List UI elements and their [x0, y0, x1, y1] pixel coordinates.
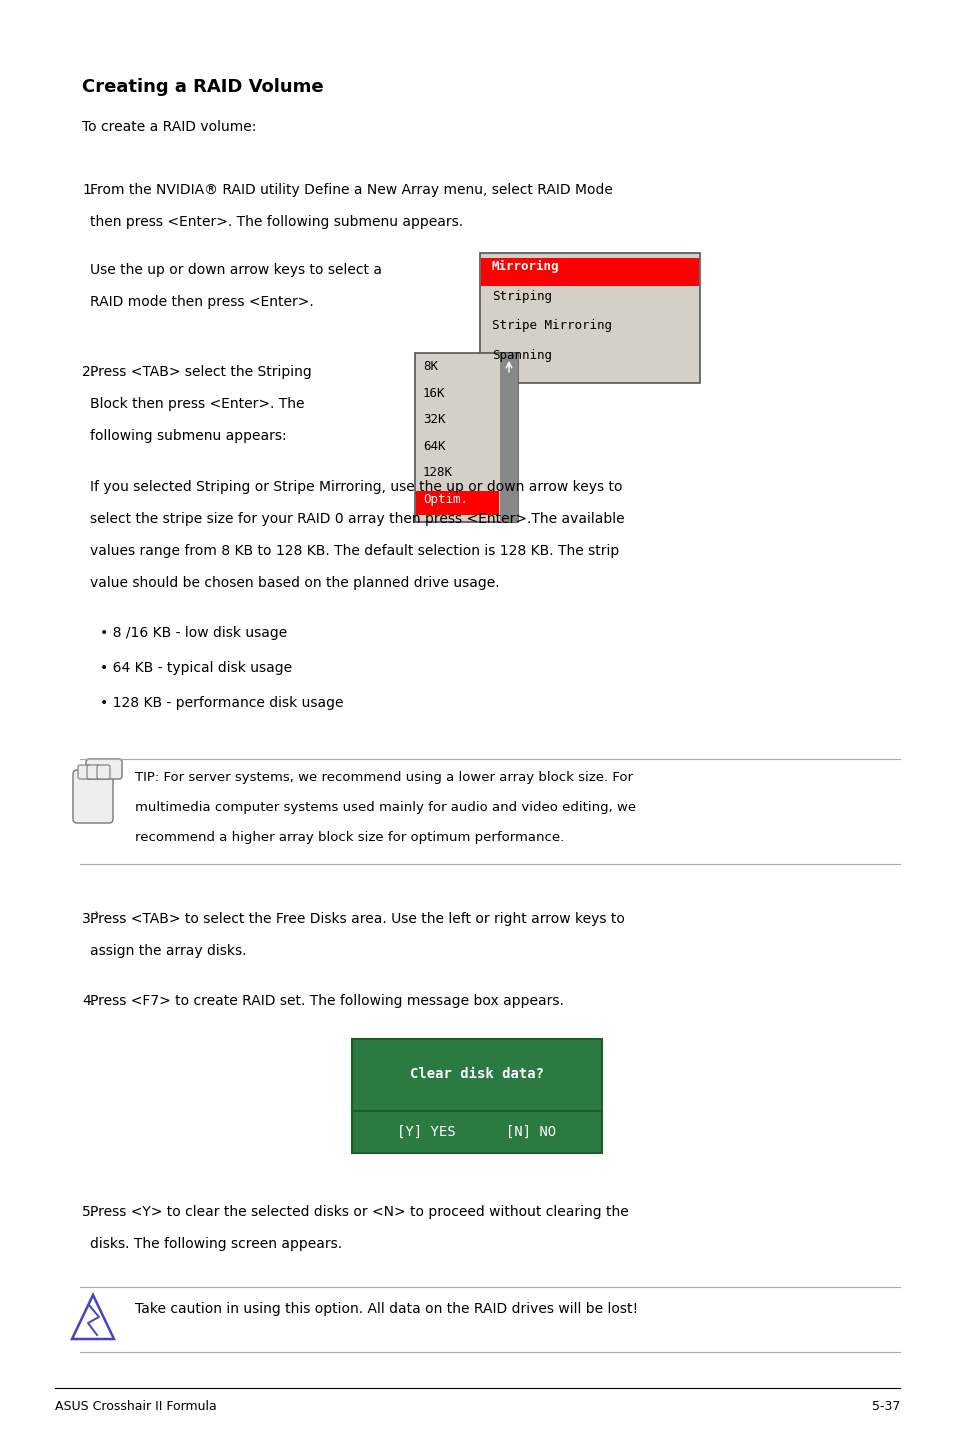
FancyBboxPatch shape — [352, 1112, 601, 1153]
Text: Press <Y> to clear the selected disks or <N> to proceed without clearing the: Press <Y> to clear the selected disks or… — [90, 1205, 628, 1219]
Text: Press <TAB> select the Striping: Press <TAB> select the Striping — [90, 365, 312, 380]
Text: 1.: 1. — [82, 183, 95, 197]
Text: Optim.: Optim. — [422, 492, 468, 506]
Text: Mirroring: Mirroring — [492, 260, 558, 273]
Text: RAID mode then press <Enter>.: RAID mode then press <Enter>. — [90, 295, 314, 309]
Text: [Y] YES      [N] NO: [Y] YES [N] NO — [397, 1125, 556, 1139]
Text: disks. The following screen appears.: disks. The following screen appears. — [90, 1237, 342, 1251]
Text: Stripe Mirroring: Stripe Mirroring — [492, 319, 612, 332]
Text: 5-37: 5-37 — [871, 1401, 899, 1414]
FancyBboxPatch shape — [479, 253, 700, 383]
Text: Clear disk data?: Clear disk data? — [410, 1067, 543, 1081]
Text: • 128 KB - performance disk usage: • 128 KB - performance disk usage — [100, 696, 343, 710]
Text: Take caution in using this option. All data on the RAID drives will be lost!: Take caution in using this option. All d… — [135, 1301, 638, 1316]
Text: following submenu appears:: following submenu appears: — [90, 429, 286, 443]
Text: 64K: 64K — [422, 440, 445, 453]
Text: values range from 8 KB to 128 KB. The default selection is 128 KB. The strip: values range from 8 KB to 128 KB. The de… — [90, 544, 618, 558]
Text: 4.: 4. — [82, 994, 95, 1008]
Text: select the stripe size for your RAID 0 array then press <Enter>.The available: select the stripe size for your RAID 0 a… — [90, 512, 624, 526]
Text: To create a RAID volume:: To create a RAID volume: — [82, 119, 256, 134]
Text: Use the up or down arrow keys to select a: Use the up or down arrow keys to select … — [90, 263, 381, 278]
Text: Block then press <Enter>. The: Block then press <Enter>. The — [90, 397, 304, 411]
Text: multimedia computer systems used mainly for audio and video editing, we: multimedia computer systems used mainly … — [135, 801, 636, 814]
Text: Press <F7> to create RAID set. The following message box appears.: Press <F7> to create RAID set. The follo… — [90, 994, 563, 1008]
Text: 128K: 128K — [422, 466, 453, 479]
FancyBboxPatch shape — [86, 759, 122, 779]
Text: • 64 KB - typical disk usage: • 64 KB - typical disk usage — [100, 661, 292, 674]
FancyBboxPatch shape — [352, 1040, 601, 1112]
Text: 2.: 2. — [82, 365, 95, 380]
FancyBboxPatch shape — [78, 765, 91, 779]
Text: If you selected Striping or Stripe Mirroring, use the up or down arrow keys to: If you selected Striping or Stripe Mirro… — [90, 480, 622, 495]
Text: 16K: 16K — [422, 387, 445, 400]
Text: 32K: 32K — [422, 413, 445, 426]
Text: Creating a RAID Volume: Creating a RAID Volume — [82, 78, 323, 96]
Text: 3.`: 3.` — [82, 912, 102, 926]
FancyBboxPatch shape — [73, 769, 112, 823]
Text: • 8 /16 KB - low disk usage: • 8 /16 KB - low disk usage — [100, 626, 287, 640]
Text: Striping: Striping — [492, 289, 552, 302]
Text: Press <TAB> to select the Free Disks area. Use the left or right arrow keys to: Press <TAB> to select the Free Disks are… — [90, 912, 624, 926]
Text: 5.: 5. — [82, 1205, 95, 1219]
Text: recommend a higher array block size for optimum performance.: recommend a higher array block size for … — [135, 831, 563, 844]
FancyBboxPatch shape — [416, 490, 498, 515]
Text: Spanning: Spanning — [492, 348, 552, 361]
Text: then press <Enter>. The following submenu appears.: then press <Enter>. The following submen… — [90, 216, 462, 229]
FancyBboxPatch shape — [499, 352, 517, 522]
FancyBboxPatch shape — [87, 765, 100, 779]
Text: TIP: For server systems, we recommend using a lower array block size. For: TIP: For server systems, we recommend us… — [135, 771, 633, 784]
Text: 8K: 8K — [422, 360, 437, 372]
FancyBboxPatch shape — [97, 765, 110, 779]
Text: value should be chosen based on the planned drive usage.: value should be chosen based on the plan… — [90, 577, 499, 590]
Text: ASUS Crosshair II Formula: ASUS Crosshair II Formula — [55, 1401, 216, 1414]
FancyBboxPatch shape — [415, 352, 517, 522]
Text: assign the array disks.: assign the array disks. — [90, 943, 246, 958]
FancyBboxPatch shape — [480, 257, 699, 286]
Text: From the NVIDIA® RAID utility Define a New Array menu, select RAID Mode: From the NVIDIA® RAID utility Define a N… — [90, 183, 612, 197]
